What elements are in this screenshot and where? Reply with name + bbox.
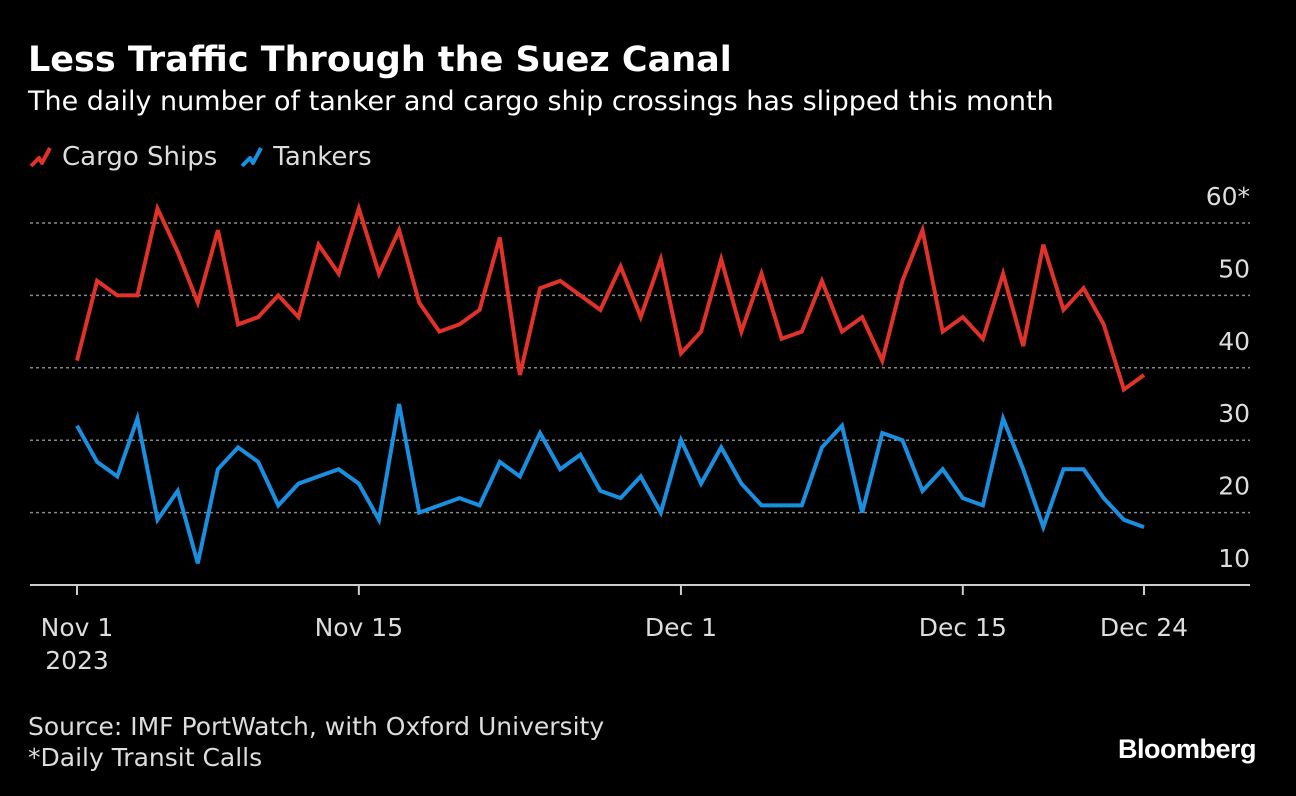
footnote-line: *Daily Transit Calls <box>28 743 263 772</box>
y-tick-label-60: 60* <box>1206 182 1250 211</box>
x-axis: Nov 1 2023 Nov 15 Dec 1 Dec 15 Dec 24 <box>30 584 1250 675</box>
series-lines <box>75 201 1146 564</box>
series-line-tankers <box>75 403 1145 564</box>
y-tick-label-30: 30 <box>1218 399 1250 428</box>
legend-swatch-tankers-icon <box>240 147 264 168</box>
y-axis-tick-labels: 60* 50 40 30 20 10 <box>1206 182 1250 573</box>
legend-label-cargo: Cargo Ships <box>62 142 218 172</box>
legend-item-cargo: Cargo Ships <box>28 142 217 172</box>
x-tick-label-dec-24: Dec 24 <box>1100 613 1188 642</box>
legend-label-tankers: Tankers <box>273 142 372 172</box>
x-tick-sublabel-year: 2023 <box>45 646 109 675</box>
x-tick-label-nov-15: Nov 15 <box>315 613 404 642</box>
source-line: Source: IMF PortWatch, with Oxford Unive… <box>28 712 605 741</box>
chart-subtitle: The daily number of tanker and cargo shi… <box>28 86 1054 117</box>
legend-item-tankers: Tankers <box>239 142 372 172</box>
source-note: Source: IMF PortWatch, with Oxford Unive… <box>28 711 604 773</box>
x-tick-label-dec-1: Dec 1 <box>645 613 717 642</box>
legend-swatch-cargo-icon <box>29 147 52 168</box>
x-tick-label-nov-1: Nov 1 <box>41 613 114 642</box>
y-tick-label-40: 40 <box>1218 327 1250 356</box>
y-tick-label-10: 10 <box>1218 544 1250 573</box>
chart-title: Less Traffic Through the Suez Canal <box>28 40 732 80</box>
y-tick-label-20: 20 <box>1218 472 1250 501</box>
bloomberg-logo: Bloomberg <box>1117 734 1257 764</box>
series-line-cargo-ships <box>75 201 1146 393</box>
legend: Cargo Ships Tankers <box>28 142 372 172</box>
y-tick-label-50: 50 <box>1218 254 1250 283</box>
x-tick-label-dec-15: Dec 15 <box>919 613 1007 642</box>
